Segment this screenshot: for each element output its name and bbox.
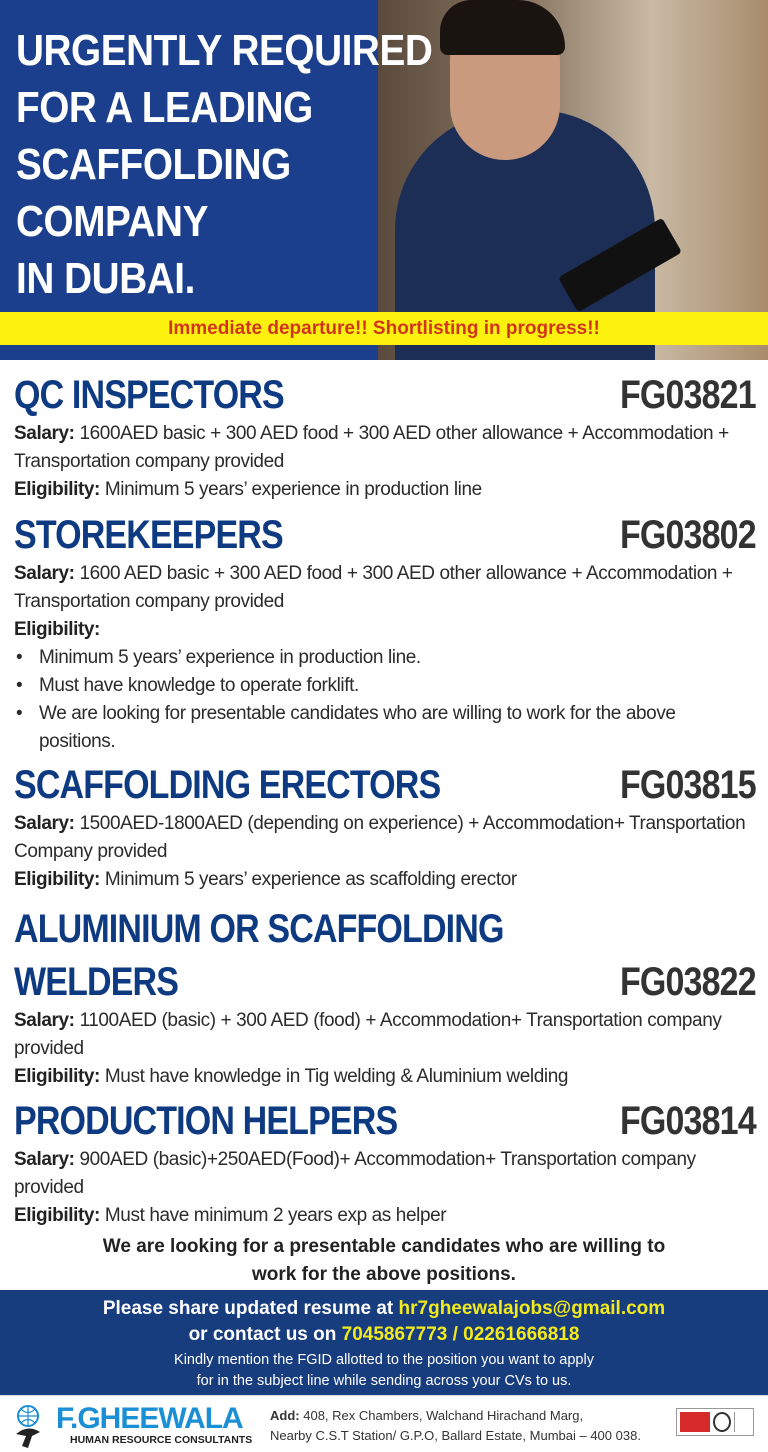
- company-name: F.GHEEWALA: [56, 1402, 244, 1435]
- note-line: We are looking for a presentable candida…: [102, 1236, 666, 1257]
- salary-label: Salary:: [14, 1149, 75, 1170]
- salary-text: 1600AED basic + 300 AED food + 300 AED o…: [14, 423, 729, 472]
- worker-hair: [440, 0, 565, 55]
- headline-line: SCAFFOLDING: [16, 140, 291, 189]
- list-item: We are looking for presentable candidate…: [14, 700, 756, 756]
- share-text: Please share updated resume at: [102, 1298, 394, 1319]
- job-qc-inspectors: QC INSPECTORS FG03821 Salary: 1600AED bas…: [14, 370, 757, 504]
- job-code: FG03822: [620, 960, 757, 1004]
- list-item: Must have knowledge to operate forklift.: [14, 672, 756, 700]
- eligibility-label: Eligibility:: [14, 869, 100, 890]
- job-title: PRODUCTION HELPERS: [14, 1099, 398, 1143]
- job-code: FG03815: [620, 763, 757, 807]
- eligibility-label: Eligibility:: [14, 619, 100, 640]
- company-strip: F.GHEEWALA HUMAN RESOURCE CONSULTANTS Ad…: [0, 1395, 768, 1452]
- eligibility-text: Minimum 5 years’ experience as scaffoldi…: [104, 869, 517, 890]
- address-line: 408, Rex Chambers, Walchand Hirachand Ma…: [303, 1408, 584, 1423]
- globe-logo-icon: [16, 1405, 40, 1448]
- eligibility-text: Minimum 5 years’ experience in productio…: [104, 479, 482, 500]
- job-code: FG03821: [620, 373, 757, 417]
- contact-footer: Please share updated resume at hr7gheewa…: [0, 1290, 768, 1395]
- salary-text: 1500AED-1800AED (depending on experience…: [14, 813, 746, 862]
- company-address: Add: 408, Rex Chambers, Walchand Hiracha…: [270, 1406, 641, 1446]
- job-code: FG03802: [620, 513, 757, 557]
- eligibility-label: Eligibility:: [14, 1066, 100, 1087]
- headline-line: IN DUBAI.: [16, 254, 195, 303]
- salary-text: 1600 AED basic + 300 AED food + 300 AED …: [14, 563, 733, 612]
- certification-badge-icon: [676, 1408, 754, 1436]
- instruction-line: for in the subject line while sending ac…: [196, 1373, 572, 1389]
- job-title-2: WELDERS: [14, 960, 179, 1004]
- headline-line: URGENTLY REQUIRED: [16, 26, 433, 75]
- salary-label: Salary:: [14, 423, 75, 444]
- contact-text: or contact us on: [188, 1324, 337, 1345]
- hero-banner: URGENTLY REQUIRED FOR A LEADING SCAFFOLD…: [0, 0, 768, 360]
- note-line: work for the above positions.: [252, 1264, 516, 1285]
- company-tagline: HUMAN RESOURCE CONSULTANTS: [70, 1434, 253, 1446]
- salary-label: Salary:: [14, 813, 75, 834]
- job-title: QC INSPECTORS: [14, 373, 285, 417]
- eligibility-text: Must have minimum 2 years exp as helper: [104, 1205, 447, 1226]
- urgency-banner: Immediate departure!! Shortlisting in pr…: [0, 312, 768, 345]
- salary-label: Salary:: [14, 563, 75, 584]
- list-item: Minimum 5 years’ experience in productio…: [14, 644, 756, 672]
- salary-label: Salary:: [14, 1010, 75, 1031]
- job-production-helpers: PRODUCTION HELPERS FG03814 Salary: 900AED…: [14, 1096, 757, 1230]
- email-link[interactable]: hr7gheewalajobs@gmail.com: [398, 1298, 666, 1319]
- headline-line: COMPANY: [16, 197, 208, 246]
- salary-text: 1100AED (basic) + 300 AED (food) + Accom…: [14, 1010, 722, 1059]
- job-title: STOREKEEPERS: [14, 513, 284, 557]
- instruction-line: Kindly mention the FGID allotted to the …: [174, 1352, 594, 1368]
- job-storekeepers: STOREKEEPERS FG03802 Salary: 1600 AED bas…: [14, 510, 757, 756]
- phone-numbers[interactable]: 7045867773 / 02261666818: [341, 1324, 580, 1345]
- job-title: ALUMINIUM OR SCAFFOLDING: [14, 906, 504, 951]
- job-scaffolding-erectors: SCAFFOLDING ERECTORS FG03815 Salary: 1500…: [14, 760, 757, 894]
- headline-line: FOR A LEADING: [16, 83, 313, 132]
- eligibility-label: Eligibility:: [14, 479, 100, 500]
- headline: URGENTLY REQUIRED FOR A LEADING SCAFFOLD…: [16, 22, 433, 307]
- address-label: Add:: [270, 1408, 300, 1423]
- eligibility-text: Must have knowledge in Tig welding & Alu…: [104, 1066, 569, 1087]
- address-line: Nearby C.S.T Station/ G.P.O, Ballard Est…: [270, 1428, 641, 1443]
- job-welders: ALUMINIUM OR SCAFFOLDING WELDERS FG03822 …: [14, 900, 757, 1091]
- salary-text: 900AED (basic)+250AED(Food)+ Accommodati…: [14, 1149, 696, 1198]
- closing-note: We are looking for a presentable candida…: [0, 1233, 768, 1289]
- job-code: FG03814: [620, 1099, 757, 1143]
- eligibility-list: Minimum 5 years’ experience in productio…: [14, 644, 756, 756]
- job-title: SCAFFOLDING ERECTORS: [14, 763, 441, 807]
- eligibility-label: Eligibility:: [14, 1205, 100, 1226]
